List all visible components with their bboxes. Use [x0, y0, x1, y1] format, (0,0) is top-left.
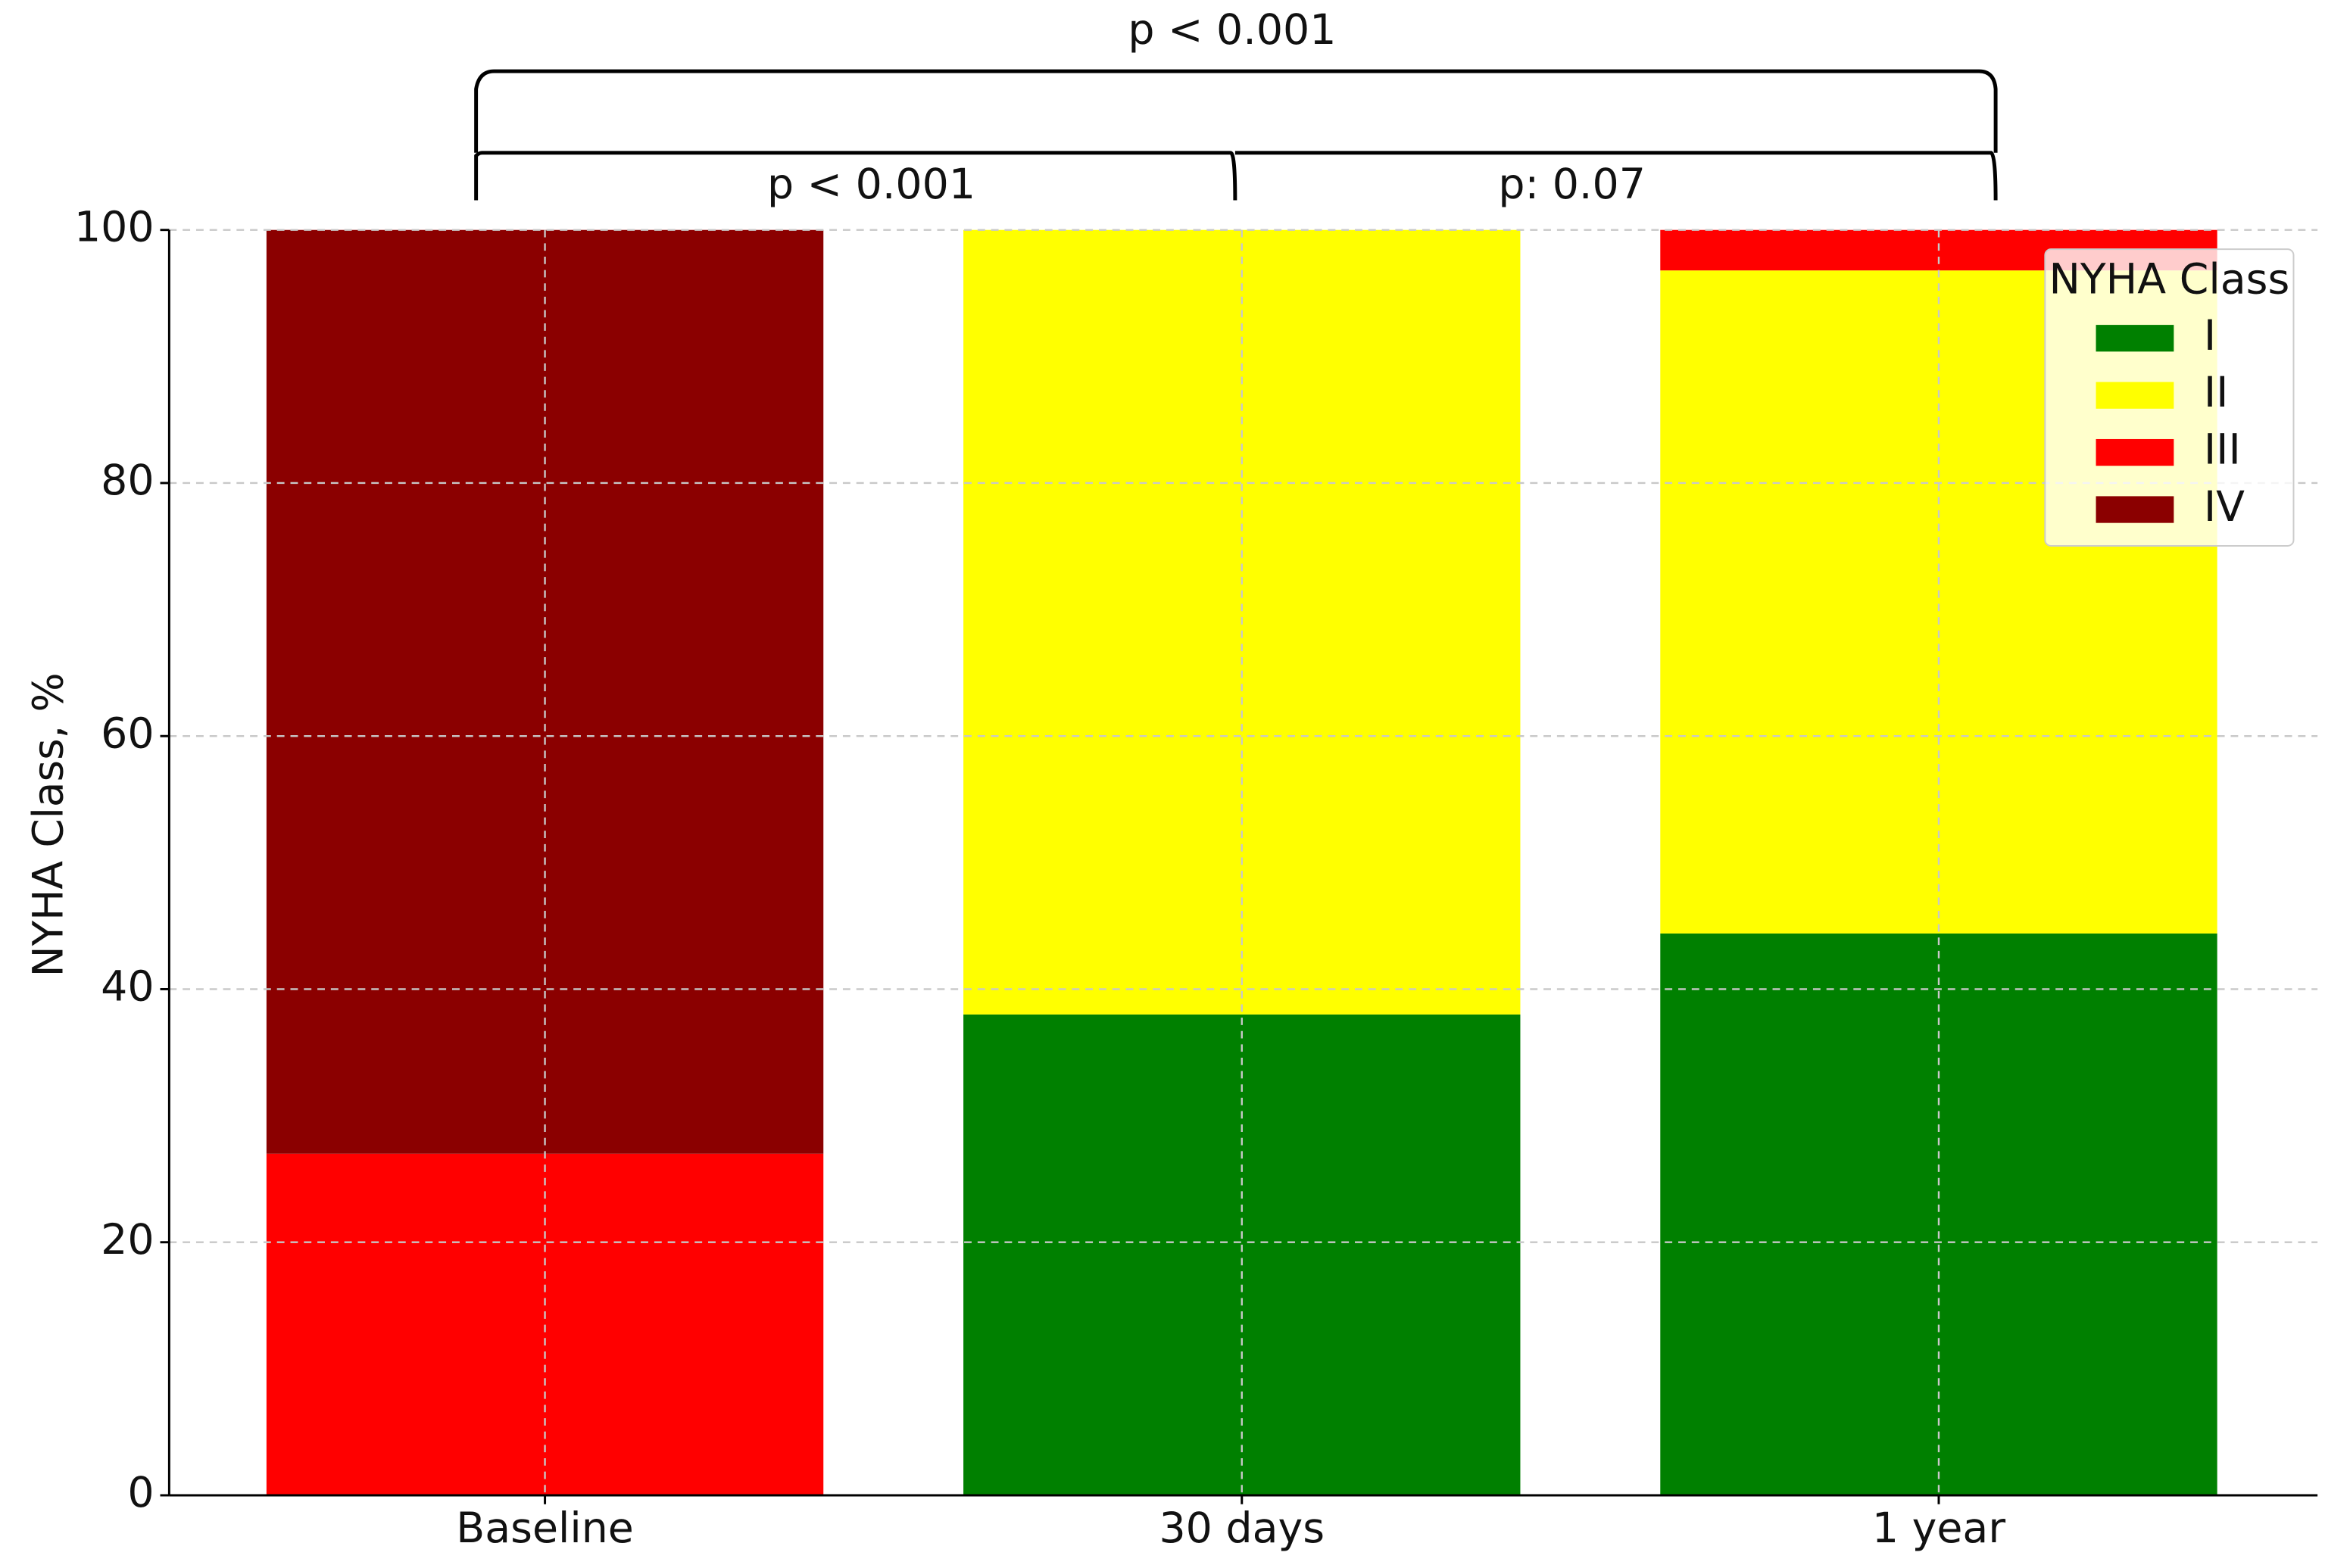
p-value: p < 0.001 [1128, 5, 1336, 54]
p-value: p < 0.001 [767, 160, 975, 208]
x-tick-label: Baseline [456, 1504, 634, 1552]
y-tick-label: 60 [101, 709, 154, 757]
legend-label: I [2204, 311, 2216, 360]
y-tick-label: 100 [74, 203, 154, 251]
x-tick-label: 30 days [1159, 1504, 1325, 1552]
legend-label: II [2204, 368, 2229, 416]
legend-swatch [2096, 382, 2174, 409]
y-tick-label: 80 [101, 456, 154, 504]
legend-label: III [2204, 426, 2241, 474]
legend-title: NYHA Class [2049, 255, 2289, 304]
legend-label: IV [2204, 482, 2245, 531]
y-tick-label: 40 [101, 962, 154, 1011]
p-value: p: 0.07 [1498, 160, 1646, 208]
legend-swatch [2096, 496, 2174, 523]
bracket [474, 151, 1998, 201]
y-tick-label: 0 [127, 1468, 154, 1517]
legend-swatch [2096, 438, 2174, 466]
bar-segment [1660, 933, 2217, 1495]
x-tick-label: 1 year [1872, 1504, 2006, 1552]
y-tick-label: 20 [101, 1215, 154, 1264]
y-axis-label: NYHA Class, % [23, 672, 72, 977]
legend-swatch [2096, 325, 2174, 352]
bracket [474, 69, 1998, 153]
bar-segment [963, 1014, 1521, 1495]
